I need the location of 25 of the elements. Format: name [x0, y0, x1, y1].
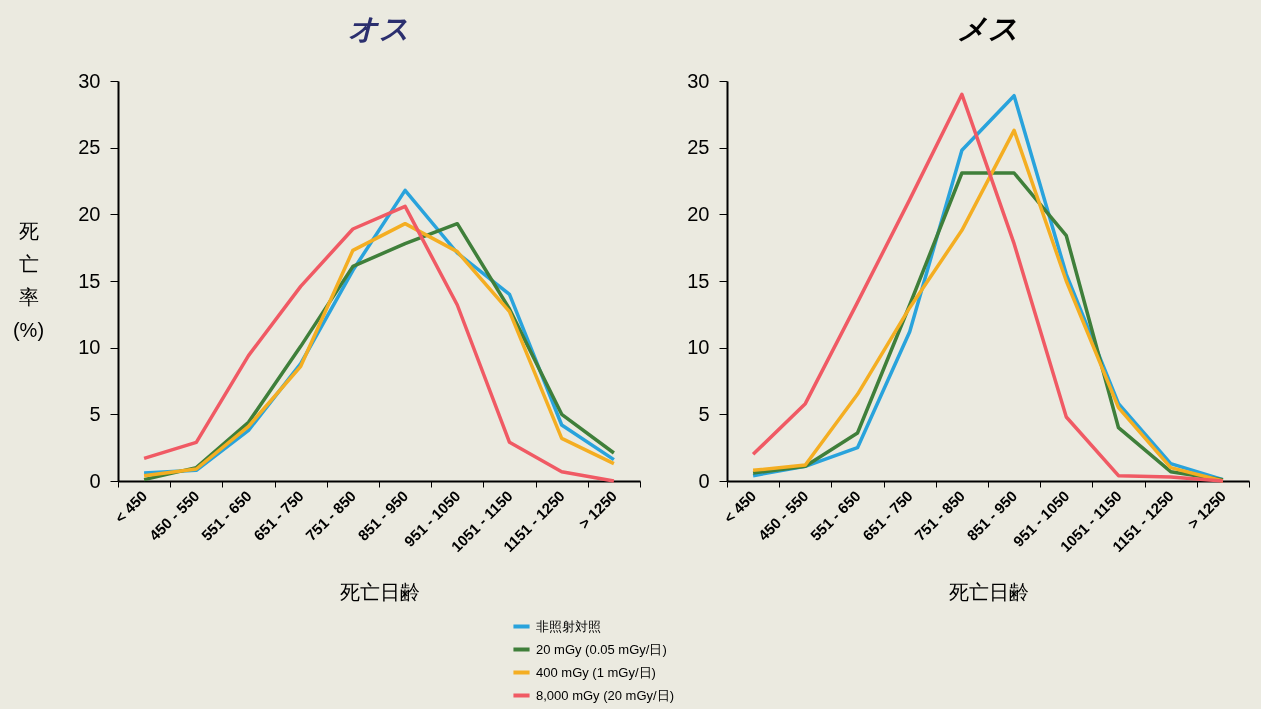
- y-tick-label: 5: [89, 402, 101, 425]
- y-tick-label: 30: [687, 69, 710, 92]
- y-tick-label: 15: [78, 269, 101, 292]
- y-axis-title: 死亡率(%): [12, 219, 45, 341]
- legend-label: 非照射対照: [536, 618, 601, 634]
- y-tick-label: 5: [698, 402, 710, 425]
- chart-title: メス: [957, 11, 1019, 46]
- y-tick-label: 10: [78, 336, 101, 359]
- x-axis-title: 死亡日齢: [948, 581, 1029, 604]
- y-tick-label: 0: [89, 469, 101, 492]
- y-tick-label: 25: [687, 136, 710, 159]
- legend-label: 400 mGy (1 mGy/日): [536, 664, 656, 680]
- x-tick-label: < 450: [111, 487, 151, 526]
- y-tick-label: 20: [78, 202, 101, 225]
- y-tick-label: 20: [687, 202, 710, 225]
- legend-label: 20 mGy (0.05 mGy/日): [536, 641, 667, 657]
- x-tick-label: < 450: [720, 487, 760, 526]
- y-tick-label: 25: [78, 136, 101, 159]
- chart-title: オス: [348, 11, 410, 46]
- legend-label: 8,000 mGy (20 mGy/日): [536, 687, 674, 703]
- x-axis-title: 死亡日齢: [339, 581, 420, 604]
- y-tick-label: 15: [687, 269, 710, 292]
- y-tick-label: 10: [687, 336, 710, 359]
- y-tick-label: 0: [698, 469, 710, 492]
- y-tick-label: 30: [78, 69, 101, 92]
